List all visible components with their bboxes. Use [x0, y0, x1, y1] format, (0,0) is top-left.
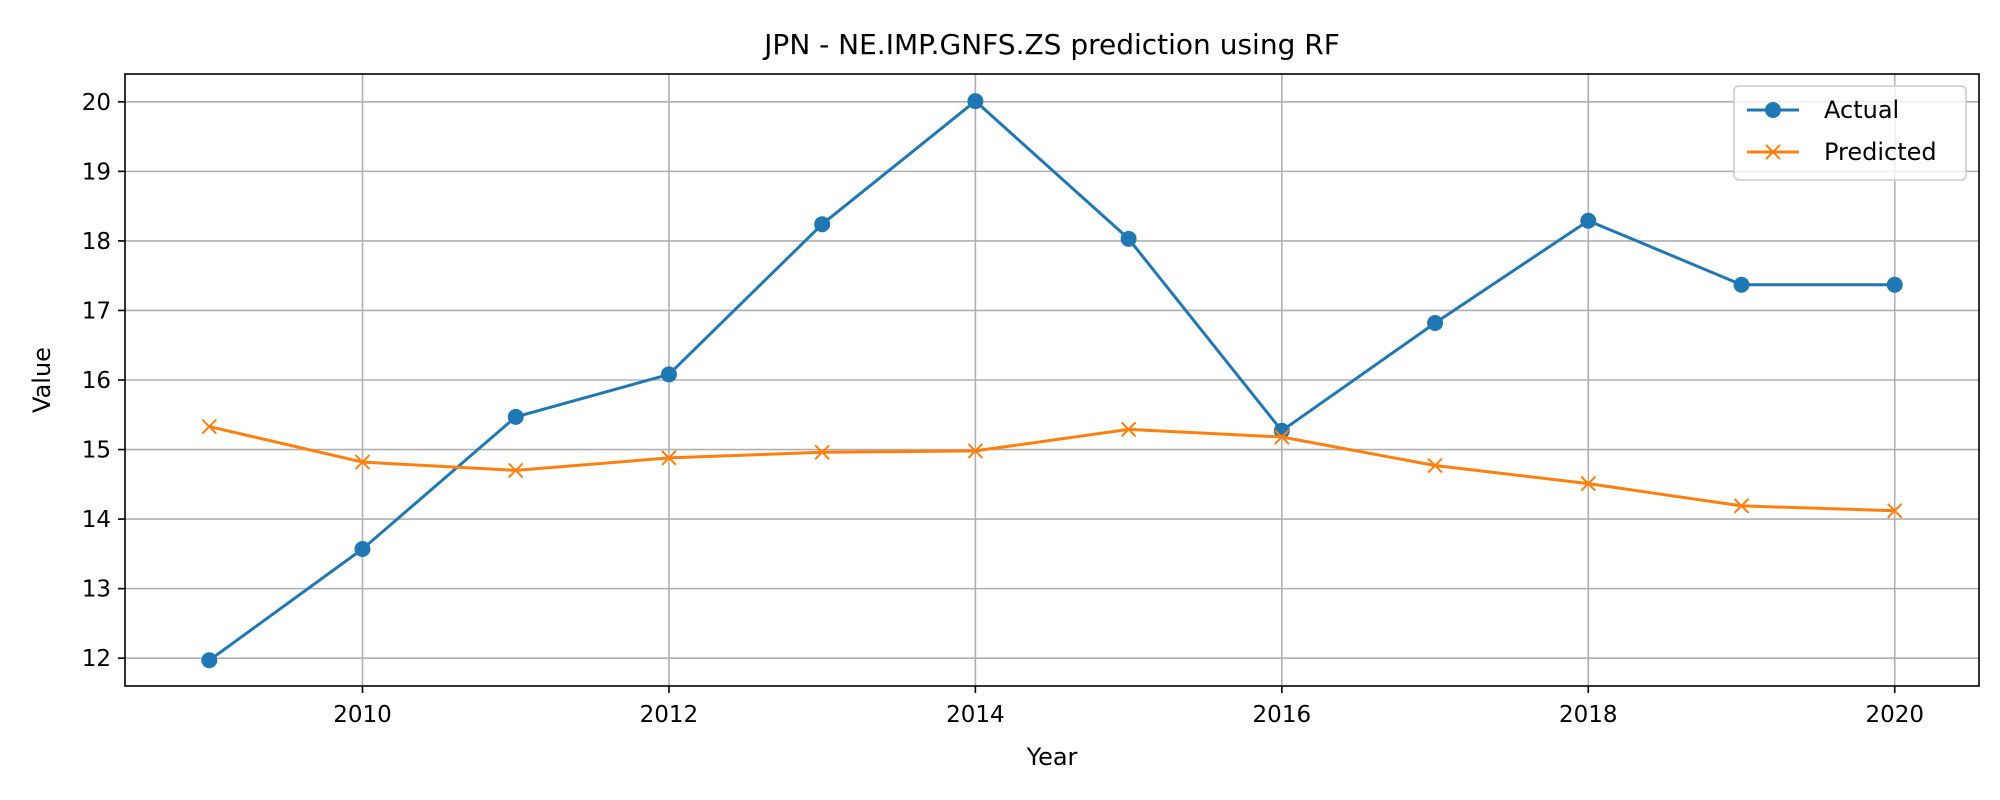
data-point-actual	[814, 216, 831, 233]
data-point-actual	[1580, 212, 1597, 229]
y-axis-label: Value	[28, 347, 56, 413]
data-point-actual	[1273, 422, 1290, 439]
x-tick-label: 2010	[333, 702, 392, 728]
data-point-predicted	[814, 444, 830, 461]
legend-label-predicted: Predicted	[1824, 138, 1937, 166]
y-tick-label: 20	[82, 90, 111, 116]
data-point-predicted	[1887, 503, 1903, 519]
y-tick-label: 18	[82, 229, 111, 255]
y-tick-label: 13	[82, 577, 111, 603]
legend: Actual Predicted	[1733, 85, 1967, 181]
x-tick-label: 2016	[1253, 702, 1312, 728]
y-tick-label: 19	[82, 159, 111, 185]
data-point-actual	[201, 652, 218, 669]
y-tick-label: 12	[82, 646, 111, 672]
data-point-predicted	[1274, 429, 1290, 445]
x-tick-label: 2018	[1559, 702, 1618, 728]
data-point-actual	[507, 408, 524, 425]
legend-marker-actual	[1765, 102, 1781, 118]
data-point-predicted	[967, 443, 984, 459]
x-axis-label: Year	[1026, 743, 1078, 771]
y-tick-label: 16	[82, 368, 111, 394]
data-point-actual	[660, 366, 677, 383]
data-point-predicted	[1427, 457, 1443, 474]
data-point-predicted	[1580, 475, 1596, 492]
data-point-actual	[967, 93, 984, 110]
data-point-actual	[1120, 230, 1137, 247]
data-point-predicted	[508, 462, 524, 479]
series-line-actual	[208, 99, 1895, 662]
data-point-actual	[1427, 314, 1444, 331]
y-tick-label: 17	[82, 298, 111, 324]
data-point-predicted	[1120, 421, 1137, 438]
data-point-predicted	[201, 418, 217, 435]
legend-marker-predicted	[1765, 144, 1781, 160]
y-tick-label: 15	[82, 438, 111, 464]
x-tick-label: 2014	[946, 702, 1005, 728]
x-tick-label: 2012	[640, 702, 699, 728]
x-axis: 2010 2012 2014 2016 2018 2020	[333, 686, 1924, 728]
data-point-predicted	[354, 454, 371, 470]
series-group	[201, 93, 1903, 669]
y-tick-label: 14	[82, 507, 111, 533]
chart-title: JPN - NE.IMP.GNFS.ZS prediction using RF	[762, 28, 1340, 61]
data-point-actual	[1733, 276, 1750, 293]
data-point-actual	[354, 540, 371, 557]
data-point-predicted	[661, 450, 677, 466]
data-point-predicted	[1733, 498, 1750, 514]
x-tick-label: 2020	[1865, 702, 1924, 728]
y-axis: 12 13 14 15 16 17 18 19 20	[82, 90, 125, 672]
data-point-actual	[1886, 276, 1903, 293]
series-line-predicted	[208, 425, 1895, 513]
legend-label-actual: Actual	[1824, 96, 1899, 124]
